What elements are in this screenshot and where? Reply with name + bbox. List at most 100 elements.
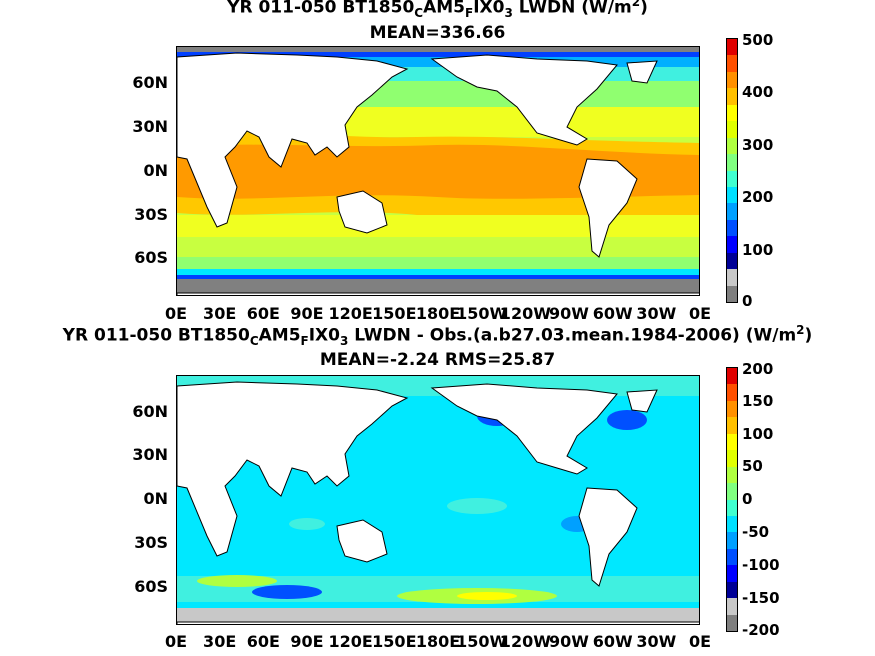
- top-lon-4: 120E: [328, 304, 373, 323]
- greenland-land: [626, 60, 658, 84]
- antarctic-blue-band: [177, 275, 699, 281]
- top-colorbar-segment-14: [727, 55, 737, 72]
- southern-cyan-band: [177, 269, 699, 277]
- north-america-land-bottom: [430, 383, 618, 475]
- bottom-lon-6: 180E: [415, 632, 461, 651]
- top-cbar-tick-0: 0: [742, 292, 753, 310]
- bottom-lon-12: 0E: [688, 632, 712, 651]
- bottom-colorbar-segment-8: [727, 483, 737, 500]
- antarctica-land: [177, 292, 699, 295]
- bottom-lon-0: 0E: [164, 632, 188, 651]
- bottom-lat-30n: 30N: [132, 445, 168, 464]
- antarctic-sea-ice: [177, 279, 699, 295]
- australia-land-bottom: [336, 519, 388, 563]
- north-atlantic-negative-bias: [607, 410, 647, 430]
- bottom-colorbar-segment-14: [727, 384, 737, 401]
- pacific-patch: [447, 498, 507, 514]
- top-colorbar-segment-1: [727, 269, 737, 286]
- top-colorbar-segment-9: [727, 137, 737, 155]
- bottom-colorbar-segment-1: [727, 598, 737, 615]
- top-lon-6: 180E: [415, 304, 461, 323]
- bottom-lon-4: 120E: [328, 632, 373, 651]
- arctic-sea-ice: [177, 47, 699, 52]
- bottom-cbar-tick-200: 200: [742, 360, 774, 378]
- bottom-cbar-tick-minus200: -200: [742, 621, 780, 639]
- bottom-lon-7: 150W: [456, 632, 508, 651]
- south-america-land-bottom: [578, 487, 638, 587]
- top-cbar-tick-300: 300: [742, 136, 774, 154]
- top-colorbar-segment-4: [727, 219, 737, 237]
- southern-yellow-band: [177, 215, 699, 239]
- bottom-colorbar-segment-0: [727, 614, 737, 631]
- bottom-colorbar-segment-12: [727, 417, 737, 434]
- tropical-warm-pool: [177, 144, 699, 199]
- top-map-panel: [176, 46, 700, 296]
- bottom-colorbar-segment-15: [727, 368, 737, 385]
- top-lat-0n: 0N: [143, 161, 168, 180]
- bottom-lon-10: 60W: [592, 632, 633, 651]
- top-colorbar-segment-2: [727, 252, 737, 270]
- bottom-map-panel: [176, 375, 700, 625]
- continents-bottom: [177, 381, 699, 624]
- top-lon-5: 150E: [372, 304, 417, 323]
- top-colorbar-segment-11: [727, 104, 737, 122]
- top-lon-1: 30E: [203, 304, 237, 323]
- eurasia-africa-land: [177, 52, 409, 228]
- bottom-lon-8: 120W: [499, 632, 551, 651]
- top-colorbar-segment-7: [727, 170, 737, 187]
- top-colorbar-segment-6: [727, 186, 737, 204]
- bottom-lon-1: 30E: [203, 632, 237, 651]
- bottom-lon-2: 60E: [246, 632, 280, 651]
- australia-land: [336, 190, 388, 234]
- bottom-colorbar-segment-2: [727, 581, 737, 599]
- bottom-lon-9: 90W: [549, 632, 589, 651]
- south-america-land: [578, 158, 638, 258]
- bottom-lat-60n: 60N: [132, 402, 168, 421]
- top-lat-60s: 60S: [134, 248, 168, 267]
- top-colorbar-segment-15: [727, 39, 737, 56]
- bottom-colorbar-segment-9: [727, 466, 737, 484]
- top-lon-12: 0E: [688, 304, 712, 323]
- top-title-line1: YR 011-050 BT1850CAM5FIX03 LWDN (W/m2): [227, 0, 648, 21]
- southern-positive-bias-3: [457, 592, 517, 600]
- southern-positive-bias-1: [197, 575, 277, 587]
- greenland-land-bottom: [626, 389, 658, 413]
- bottom-colorbar-segment-7: [727, 499, 737, 516]
- bottom-cbar-tick-minus100: -100: [742, 556, 780, 574]
- top-lon-10: 60W: [592, 304, 633, 323]
- continents: [177, 52, 699, 295]
- bottom-mean-rms-label: MEAN=-2.24 RMS=25.87: [319, 350, 556, 370]
- top-lon-8: 120W: [499, 304, 551, 323]
- top-colorbar-segment-5: [727, 203, 737, 220]
- bottom-cbar-tick-0: 0: [742, 490, 753, 508]
- top-lon-9: 90W: [549, 304, 589, 323]
- top-cbar-tick-200: 200: [742, 188, 774, 206]
- top-lon-3: 90E: [290, 304, 324, 323]
- bottom-lon-5: 150E: [372, 632, 417, 651]
- top-lat-30s: 30S: [134, 205, 168, 224]
- eurasia-africa-land-bottom: [177, 381, 409, 557]
- top-colorbar-segment-8: [727, 154, 737, 171]
- bottom-cbar-tick-50: 50: [742, 457, 763, 475]
- top-cbar-tick-100: 100: [742, 241, 774, 259]
- bottom-lat-30s: 30S: [134, 533, 168, 552]
- top-lat-60n: 60N: [132, 73, 168, 92]
- bottom-cbar-tick-minus150: -150: [742, 589, 780, 607]
- bottom-lat-60s: 60S: [134, 577, 168, 596]
- top-lon-2: 60E: [246, 304, 280, 323]
- bottom-colorbar-segment-13: [727, 400, 737, 418]
- top-colorbar-segment-12: [727, 88, 737, 105]
- bottom-lat-0n: 0N: [143, 489, 168, 508]
- southern-green-band: [177, 257, 699, 271]
- indian-ocean-patch: [289, 518, 325, 530]
- southern-negative-bias: [252, 585, 322, 599]
- top-colorbar-segment-0: [727, 285, 737, 302]
- bottom-colorbar-segment-11: [727, 433, 737, 451]
- bottom-colorbar-segment-6: [727, 515, 737, 533]
- top-colorbar-segment-13: [727, 71, 737, 89]
- top-lon-7: 150W: [456, 304, 508, 323]
- antarctica-land-bottom: [177, 621, 699, 624]
- bottom-lon-11: 30W: [636, 632, 677, 651]
- top-colorbar-segment-10: [727, 121, 737, 138]
- bottom-cbar-tick-150: 150: [742, 392, 774, 410]
